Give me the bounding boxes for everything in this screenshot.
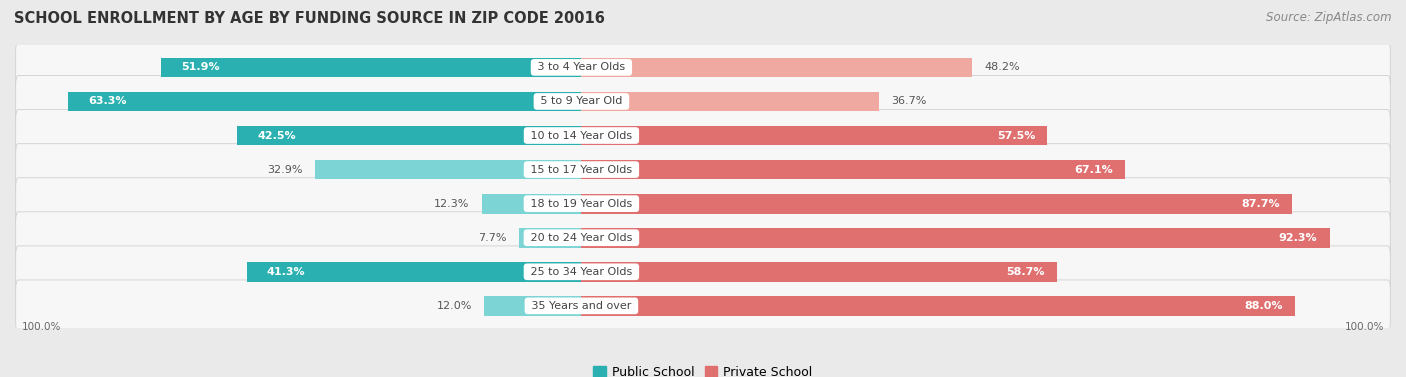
Bar (582, 160, 1125, 179)
Text: 7.7%: 7.7% (478, 233, 506, 243)
Text: 42.5%: 42.5% (257, 130, 295, 141)
FancyBboxPatch shape (15, 75, 1391, 127)
Bar (482, 194, 582, 213)
Text: 32.9%: 32.9% (267, 165, 302, 175)
Text: 5 to 9 Year Old: 5 to 9 Year Old (537, 97, 626, 106)
Text: 15 to 17 Year Olds: 15 to 17 Year Olds (527, 165, 636, 175)
Bar (315, 160, 582, 179)
Text: 25 to 34 Year Olds: 25 to 34 Year Olds (527, 267, 636, 277)
Bar (582, 92, 879, 111)
Text: 12.0%: 12.0% (437, 301, 472, 311)
Text: 48.2%: 48.2% (984, 62, 1019, 72)
Bar (582, 126, 1047, 146)
Bar (69, 92, 582, 111)
FancyBboxPatch shape (15, 110, 1391, 161)
Text: 92.3%: 92.3% (1278, 233, 1317, 243)
Bar (238, 126, 582, 146)
Legend: Public School, Private School: Public School, Private School (588, 361, 818, 377)
FancyBboxPatch shape (15, 41, 1391, 93)
Text: 87.7%: 87.7% (1241, 199, 1279, 208)
Bar (246, 262, 582, 282)
FancyBboxPatch shape (15, 246, 1391, 298)
Text: 12.3%: 12.3% (434, 199, 470, 208)
Text: 63.3%: 63.3% (89, 97, 127, 106)
FancyBboxPatch shape (15, 280, 1391, 332)
Text: 10 to 14 Year Olds: 10 to 14 Year Olds (527, 130, 636, 141)
Bar (582, 58, 972, 77)
Text: 58.7%: 58.7% (1007, 267, 1045, 277)
Text: 18 to 19 Year Olds: 18 to 19 Year Olds (527, 199, 636, 208)
Text: SCHOOL ENROLLMENT BY AGE BY FUNDING SOURCE IN ZIP CODE 20016: SCHOOL ENROLLMENT BY AGE BY FUNDING SOUR… (14, 11, 605, 26)
Text: 36.7%: 36.7% (891, 97, 927, 106)
Text: 100.0%: 100.0% (22, 322, 62, 332)
Text: 3 to 4 Year Olds: 3 to 4 Year Olds (534, 62, 628, 72)
FancyBboxPatch shape (15, 212, 1391, 264)
FancyBboxPatch shape (15, 178, 1391, 230)
Text: 100.0%: 100.0% (1344, 322, 1384, 332)
Bar (484, 296, 582, 316)
Text: Source: ZipAtlas.com: Source: ZipAtlas.com (1267, 11, 1392, 24)
Text: 88.0%: 88.0% (1244, 301, 1282, 311)
Bar (582, 194, 1292, 213)
Bar (582, 262, 1057, 282)
Text: 67.1%: 67.1% (1074, 165, 1114, 175)
Text: 20 to 24 Year Olds: 20 to 24 Year Olds (527, 233, 636, 243)
Text: 41.3%: 41.3% (267, 267, 305, 277)
Bar (582, 296, 1295, 316)
Text: 35 Years and over: 35 Years and over (529, 301, 636, 311)
Bar (519, 228, 582, 248)
Text: 51.9%: 51.9% (181, 62, 219, 72)
Bar (160, 58, 582, 77)
Bar (582, 228, 1330, 248)
Text: 57.5%: 57.5% (997, 130, 1035, 141)
FancyBboxPatch shape (15, 144, 1391, 195)
